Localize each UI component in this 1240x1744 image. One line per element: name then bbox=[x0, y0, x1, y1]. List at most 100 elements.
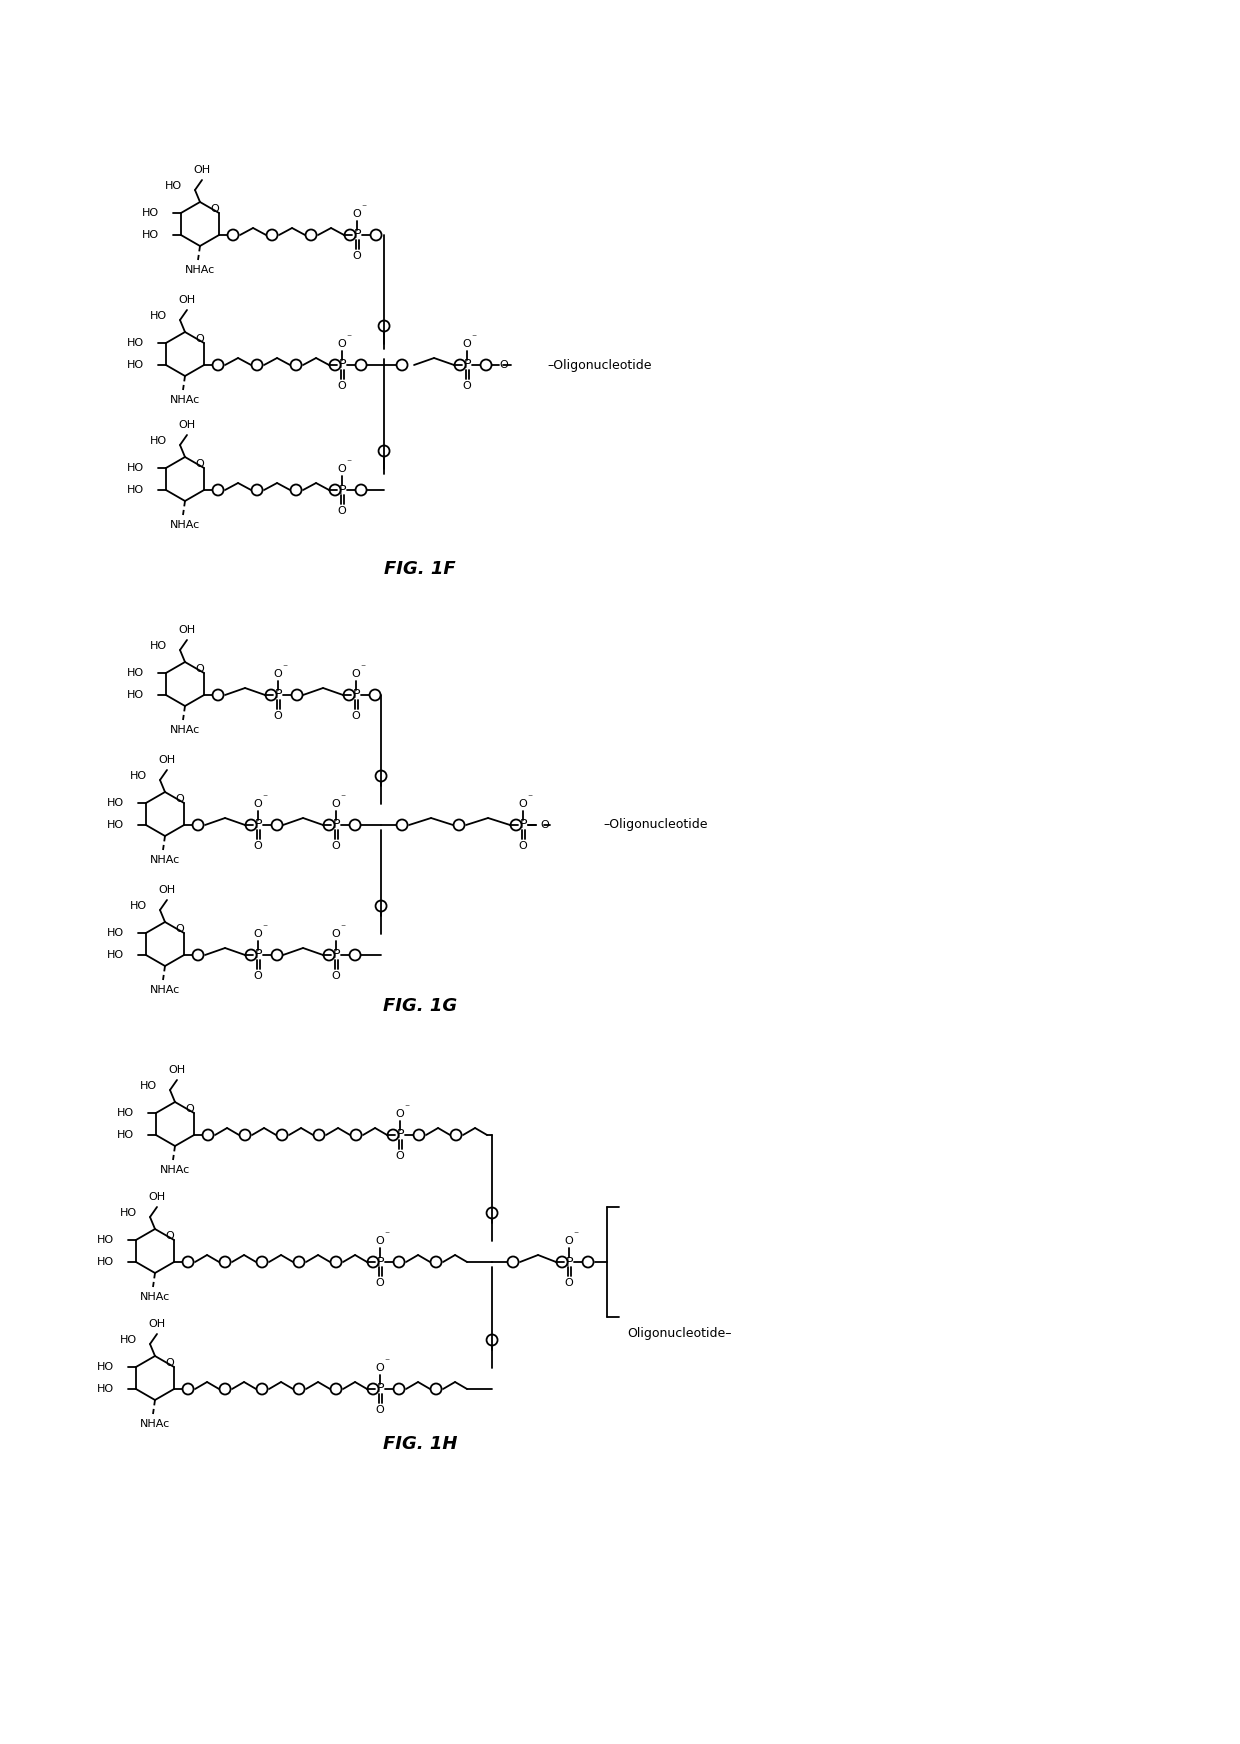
Text: O: O bbox=[331, 930, 341, 938]
Text: O: O bbox=[196, 459, 205, 469]
Text: O: O bbox=[337, 380, 346, 391]
Text: NHAc: NHAc bbox=[170, 520, 200, 530]
Text: O: O bbox=[352, 209, 361, 220]
Text: ⁻: ⁻ bbox=[341, 923, 346, 933]
Text: HO: HO bbox=[117, 1107, 134, 1118]
Text: O: O bbox=[196, 664, 205, 673]
Text: HO: HO bbox=[165, 181, 182, 192]
Text: P: P bbox=[274, 689, 281, 701]
Text: NHAc: NHAc bbox=[140, 1292, 170, 1303]
Text: O: O bbox=[337, 338, 346, 349]
Text: P: P bbox=[565, 1256, 573, 1268]
Text: P: P bbox=[254, 818, 262, 832]
Text: HO: HO bbox=[126, 462, 144, 473]
Text: O: O bbox=[564, 1236, 573, 1245]
Text: NHAc: NHAc bbox=[185, 265, 215, 276]
Text: OH: OH bbox=[179, 420, 196, 431]
Text: HO: HO bbox=[130, 771, 148, 781]
Text: O: O bbox=[166, 1359, 175, 1367]
Text: HO: HO bbox=[97, 1257, 114, 1266]
Text: FIG. 1G: FIG. 1G bbox=[383, 998, 458, 1015]
Text: NHAc: NHAc bbox=[150, 855, 180, 865]
Text: HO: HO bbox=[126, 338, 144, 349]
Text: FIG. 1F: FIG. 1F bbox=[384, 560, 456, 577]
Text: ⁻: ⁻ bbox=[361, 663, 366, 673]
Text: O: O bbox=[376, 1364, 384, 1373]
Text: HO: HO bbox=[107, 950, 124, 959]
Text: HO: HO bbox=[120, 1334, 136, 1345]
Text: O: O bbox=[274, 670, 283, 678]
Text: NHAc: NHAc bbox=[170, 394, 200, 405]
Text: O: O bbox=[498, 359, 508, 370]
Text: O: O bbox=[254, 971, 263, 980]
Text: HO: HO bbox=[97, 1362, 114, 1373]
Text: O: O bbox=[331, 841, 341, 851]
Text: OH: OH bbox=[169, 1066, 186, 1074]
Text: HO: HO bbox=[140, 1081, 157, 1092]
Text: HO: HO bbox=[150, 310, 167, 321]
Text: O: O bbox=[518, 841, 527, 851]
Text: HO: HO bbox=[150, 642, 167, 651]
Text: NHAc: NHAc bbox=[170, 726, 200, 734]
Text: O: O bbox=[254, 799, 263, 809]
Text: O: O bbox=[352, 670, 361, 678]
Text: P: P bbox=[254, 949, 262, 961]
Text: HO: HO bbox=[126, 485, 144, 495]
Text: O: O bbox=[376, 1278, 384, 1289]
Text: ⁻: ⁻ bbox=[346, 333, 352, 344]
Text: O: O bbox=[331, 971, 341, 980]
Text: HO: HO bbox=[107, 928, 124, 938]
Text: HO: HO bbox=[141, 208, 159, 218]
Text: O: O bbox=[463, 380, 471, 391]
Text: HO: HO bbox=[97, 1385, 114, 1393]
Text: HO: HO bbox=[107, 820, 124, 830]
Text: FIG. 1H: FIG. 1H bbox=[383, 1435, 458, 1453]
Text: P: P bbox=[352, 689, 360, 701]
Text: NHAc: NHAc bbox=[140, 1420, 170, 1428]
Text: P: P bbox=[353, 228, 361, 241]
Text: P: P bbox=[339, 359, 346, 371]
Text: ⁻: ⁻ bbox=[346, 459, 352, 467]
Text: P: P bbox=[332, 949, 340, 961]
Text: O: O bbox=[352, 712, 361, 720]
Text: OH: OH bbox=[149, 1191, 166, 1202]
Text: O: O bbox=[331, 799, 341, 809]
Text: ⁻: ⁻ bbox=[573, 1230, 579, 1240]
Text: NHAc: NHAc bbox=[150, 985, 180, 996]
Text: HO: HO bbox=[126, 668, 144, 678]
Text: O: O bbox=[196, 335, 205, 344]
Text: P: P bbox=[464, 359, 471, 371]
Text: OH: OH bbox=[159, 755, 176, 766]
Text: O: O bbox=[541, 820, 549, 830]
Text: P: P bbox=[376, 1383, 384, 1395]
Text: OH: OH bbox=[179, 624, 196, 635]
Text: O: O bbox=[376, 1406, 384, 1414]
Text: O: O bbox=[337, 464, 346, 474]
Text: O: O bbox=[211, 204, 219, 215]
Text: ⁻: ⁻ bbox=[404, 1102, 409, 1113]
Text: O: O bbox=[396, 1151, 404, 1162]
Text: P: P bbox=[332, 818, 340, 832]
Text: O: O bbox=[186, 1104, 195, 1114]
Text: O: O bbox=[254, 841, 263, 851]
Text: OH: OH bbox=[159, 884, 176, 895]
Text: ⁻: ⁻ bbox=[527, 794, 533, 802]
Text: ⁻: ⁻ bbox=[384, 1230, 389, 1240]
Text: HO: HO bbox=[107, 799, 124, 807]
Text: OH: OH bbox=[193, 166, 211, 174]
Text: ⁻: ⁻ bbox=[283, 663, 288, 673]
Text: Oligonucleotide–: Oligonucleotide– bbox=[627, 1327, 732, 1339]
Text: O: O bbox=[376, 1236, 384, 1245]
Text: OH: OH bbox=[179, 295, 196, 305]
Text: ⁻: ⁻ bbox=[362, 202, 367, 213]
Text: HO: HO bbox=[97, 1235, 114, 1245]
Text: –Oligonucleotide: –Oligonucleotide bbox=[547, 359, 651, 371]
Text: O: O bbox=[352, 251, 361, 262]
Text: ⁻: ⁻ bbox=[384, 1357, 389, 1367]
Text: HO: HO bbox=[130, 902, 148, 910]
Text: O: O bbox=[274, 712, 283, 720]
Text: HO: HO bbox=[120, 1209, 136, 1217]
Text: O: O bbox=[166, 1231, 175, 1242]
Text: –Oligonucleotide: –Oligonucleotide bbox=[603, 818, 708, 832]
Text: HO: HO bbox=[117, 1130, 134, 1141]
